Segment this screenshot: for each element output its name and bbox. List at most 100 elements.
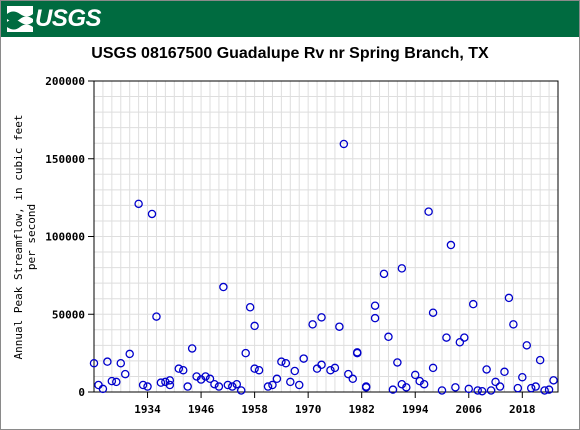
data-point [308, 320, 317, 329]
data-point [451, 383, 460, 392]
data-point [531, 382, 540, 391]
x-tick-label: 1958 [241, 403, 268, 416]
data-point [174, 364, 184, 373]
data-point [442, 333, 451, 342]
data-point [250, 321, 259, 331]
data-point [281, 358, 291, 368]
data-point [535, 355, 545, 365]
data-point [263, 382, 273, 391]
data-point [491, 377, 500, 387]
data-point [482, 365, 491, 374]
data-point [268, 380, 277, 390]
data-point [522, 341, 532, 350]
y-tick-label: 0 [78, 386, 85, 399]
data-point [370, 301, 380, 310]
data-point [138, 380, 148, 390]
data-point [468, 299, 478, 309]
data-point [125, 349, 134, 359]
x-tick-label: 2006 [456, 403, 483, 416]
y-tick-label: 150000 [45, 153, 85, 166]
data-point [103, 357, 112, 366]
data-point [317, 360, 326, 370]
axis-ticks [88, 80, 523, 398]
usgs-logo[interactable]: USGS [7, 5, 102, 33]
y-tick-label: 200000 [45, 75, 85, 88]
data-point [540, 386, 549, 395]
data-point [120, 369, 130, 379]
data-point [205, 374, 215, 384]
x-tick-label: 1934 [134, 403, 161, 416]
data-point [455, 337, 465, 347]
data-point [152, 312, 161, 321]
data-point [509, 320, 518, 329]
x-tick-label: 1946 [188, 403, 215, 416]
data-point [424, 207, 433, 216]
data-point [549, 376, 558, 385]
data-point [241, 348, 250, 358]
data-point [410, 370, 420, 380]
data-point [107, 376, 117, 386]
data-point [326, 365, 335, 375]
data-point [232, 379, 242, 389]
x-tick-label: 1970 [295, 403, 322, 416]
data-point [348, 374, 358, 384]
data-point [214, 382, 224, 391]
data-point [223, 380, 233, 390]
data-point [89, 358, 99, 368]
data-point [460, 333, 469, 342]
data-point [330, 363, 340, 373]
data-point [299, 354, 308, 363]
data-point [397, 264, 407, 273]
x-tick-label: 1982 [348, 403, 375, 416]
data-point [98, 384, 108, 394]
data-point [477, 386, 487, 396]
data-point [379, 269, 389, 279]
data-point [219, 282, 228, 292]
data-point [250, 364, 259, 373]
y-tick-label: 100000 [45, 231, 85, 244]
data-point [94, 380, 103, 390]
grid-lines [93, 80, 559, 393]
data-point [513, 383, 523, 393]
data-point [388, 385, 398, 394]
data-point [228, 382, 237, 391]
y-tick-label: 50000 [52, 308, 85, 321]
data-point [370, 313, 380, 323]
data-point [464, 384, 474, 394]
data-point [286, 377, 295, 387]
data-point [116, 358, 126, 368]
data-point [504, 293, 514, 303]
data-point [245, 303, 255, 312]
data-point [277, 357, 286, 366]
data-point [272, 374, 282, 384]
data-point [183, 382, 192, 391]
data-point [112, 377, 121, 387]
data-point [165, 376, 175, 385]
x-tick-label: 1994 [402, 403, 429, 416]
data-point [317, 313, 326, 322]
data-point [294, 380, 304, 390]
data-point [402, 383, 411, 392]
data-point [495, 382, 505, 391]
data-point [393, 358, 402, 367]
data-point [187, 344, 197, 353]
data-point [143, 382, 152, 391]
x-tick-labels: 1934 1946 1958 1970 1982 1994 2006 2018 [134, 403, 535, 416]
data-point [344, 369, 353, 379]
data-point [473, 386, 482, 395]
data-point [290, 366, 300, 376]
data-point [201, 372, 210, 381]
data-point [156, 378, 166, 387]
data-point [361, 383, 371, 392]
data-point [147, 209, 157, 219]
data-point [500, 367, 509, 377]
y-tick-labels: 0 50000 100000 150000 200000 [45, 75, 85, 399]
data-point [384, 332, 393, 342]
data-point [165, 380, 175, 390]
data-point [254, 365, 264, 375]
data-point [352, 348, 362, 357]
data-point [428, 308, 438, 317]
data-point [335, 322, 344, 331]
